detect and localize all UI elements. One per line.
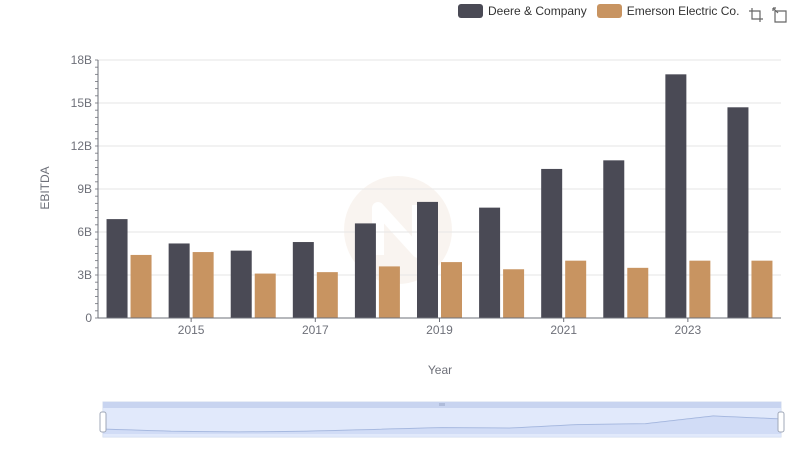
bar-deere[interactable] [417,201,438,318]
restore-icon[interactable] [772,7,788,23]
legend-label-deere: Deere & Company [488,4,587,18]
bar-deere[interactable] [727,107,749,318]
x-tick-label: 2023 [675,323,702,337]
legend-swatch-emerson [596,4,622,18]
bar-emerson[interactable] [689,260,711,318]
bar-emerson[interactable] [130,254,152,318]
y-tick-label: 6B [77,225,92,239]
zoom-icon[interactable] [748,7,764,23]
bars [106,74,773,318]
legend-item-emerson[interactable]: Emerson Electric Co. [596,4,740,18]
bar-deere[interactable] [106,219,128,318]
bar-emerson[interactable] [751,260,773,318]
legend-item-deere[interactable]: Deere & Company [458,4,587,18]
legend: Deere & Company Emerson Electric Co. [458,4,739,18]
bar-deere[interactable] [230,250,252,318]
bar-deere[interactable] [168,243,190,318]
x-axis-title: Year [428,363,452,377]
slider-handle-left[interactable] [99,411,107,433]
x-tick-label: 2015 [178,323,205,337]
y-tick-label: 18B [71,53,92,67]
axes: 0 3B 6B 9B 12B 15B 18B 2015 2017 2019 2021 2023 [71,53,781,337]
bar-deere[interactable] [479,207,501,318]
slider-data-area [103,416,781,434]
bar-emerson[interactable] [565,260,587,318]
bar-deere[interactable] [292,242,314,318]
bar-deere[interactable] [603,160,625,318]
slider-handle-right[interactable] [777,411,785,433]
data-zoom-slider[interactable] [99,401,785,438]
y-tick-label: 9B [77,182,92,196]
y-tick-label: 12B [71,139,92,153]
legend-swatch-deere [458,4,483,18]
bar-emerson[interactable] [316,272,338,318]
bar-emerson[interactable] [378,266,400,318]
legend-label-emerson: Emerson Electric Co. [626,4,740,18]
x-tick-label: 2021 [550,323,577,337]
bar-deere[interactable] [665,74,687,318]
bar-emerson[interactable] [441,262,462,318]
bar-deere[interactable] [541,168,563,318]
slider-drag-grip-icon[interactable] [439,403,445,406]
bar-emerson[interactable] [254,273,276,318]
bar-deere[interactable] [354,223,376,318]
x-tick-label: 2017 [302,323,329,337]
bar-emerson[interactable] [503,269,525,318]
toolbox [748,7,788,23]
bar-emerson[interactable] [627,267,649,318]
bar-emerson[interactable] [192,252,214,318]
y-tick-label: 15B [71,96,92,110]
x-tick-label: 2019 [426,323,453,337]
y-tick-label: 0 [85,311,92,325]
y-tick-label: 3B [77,268,92,282]
y-axis-title: EBITDA [38,166,52,209]
